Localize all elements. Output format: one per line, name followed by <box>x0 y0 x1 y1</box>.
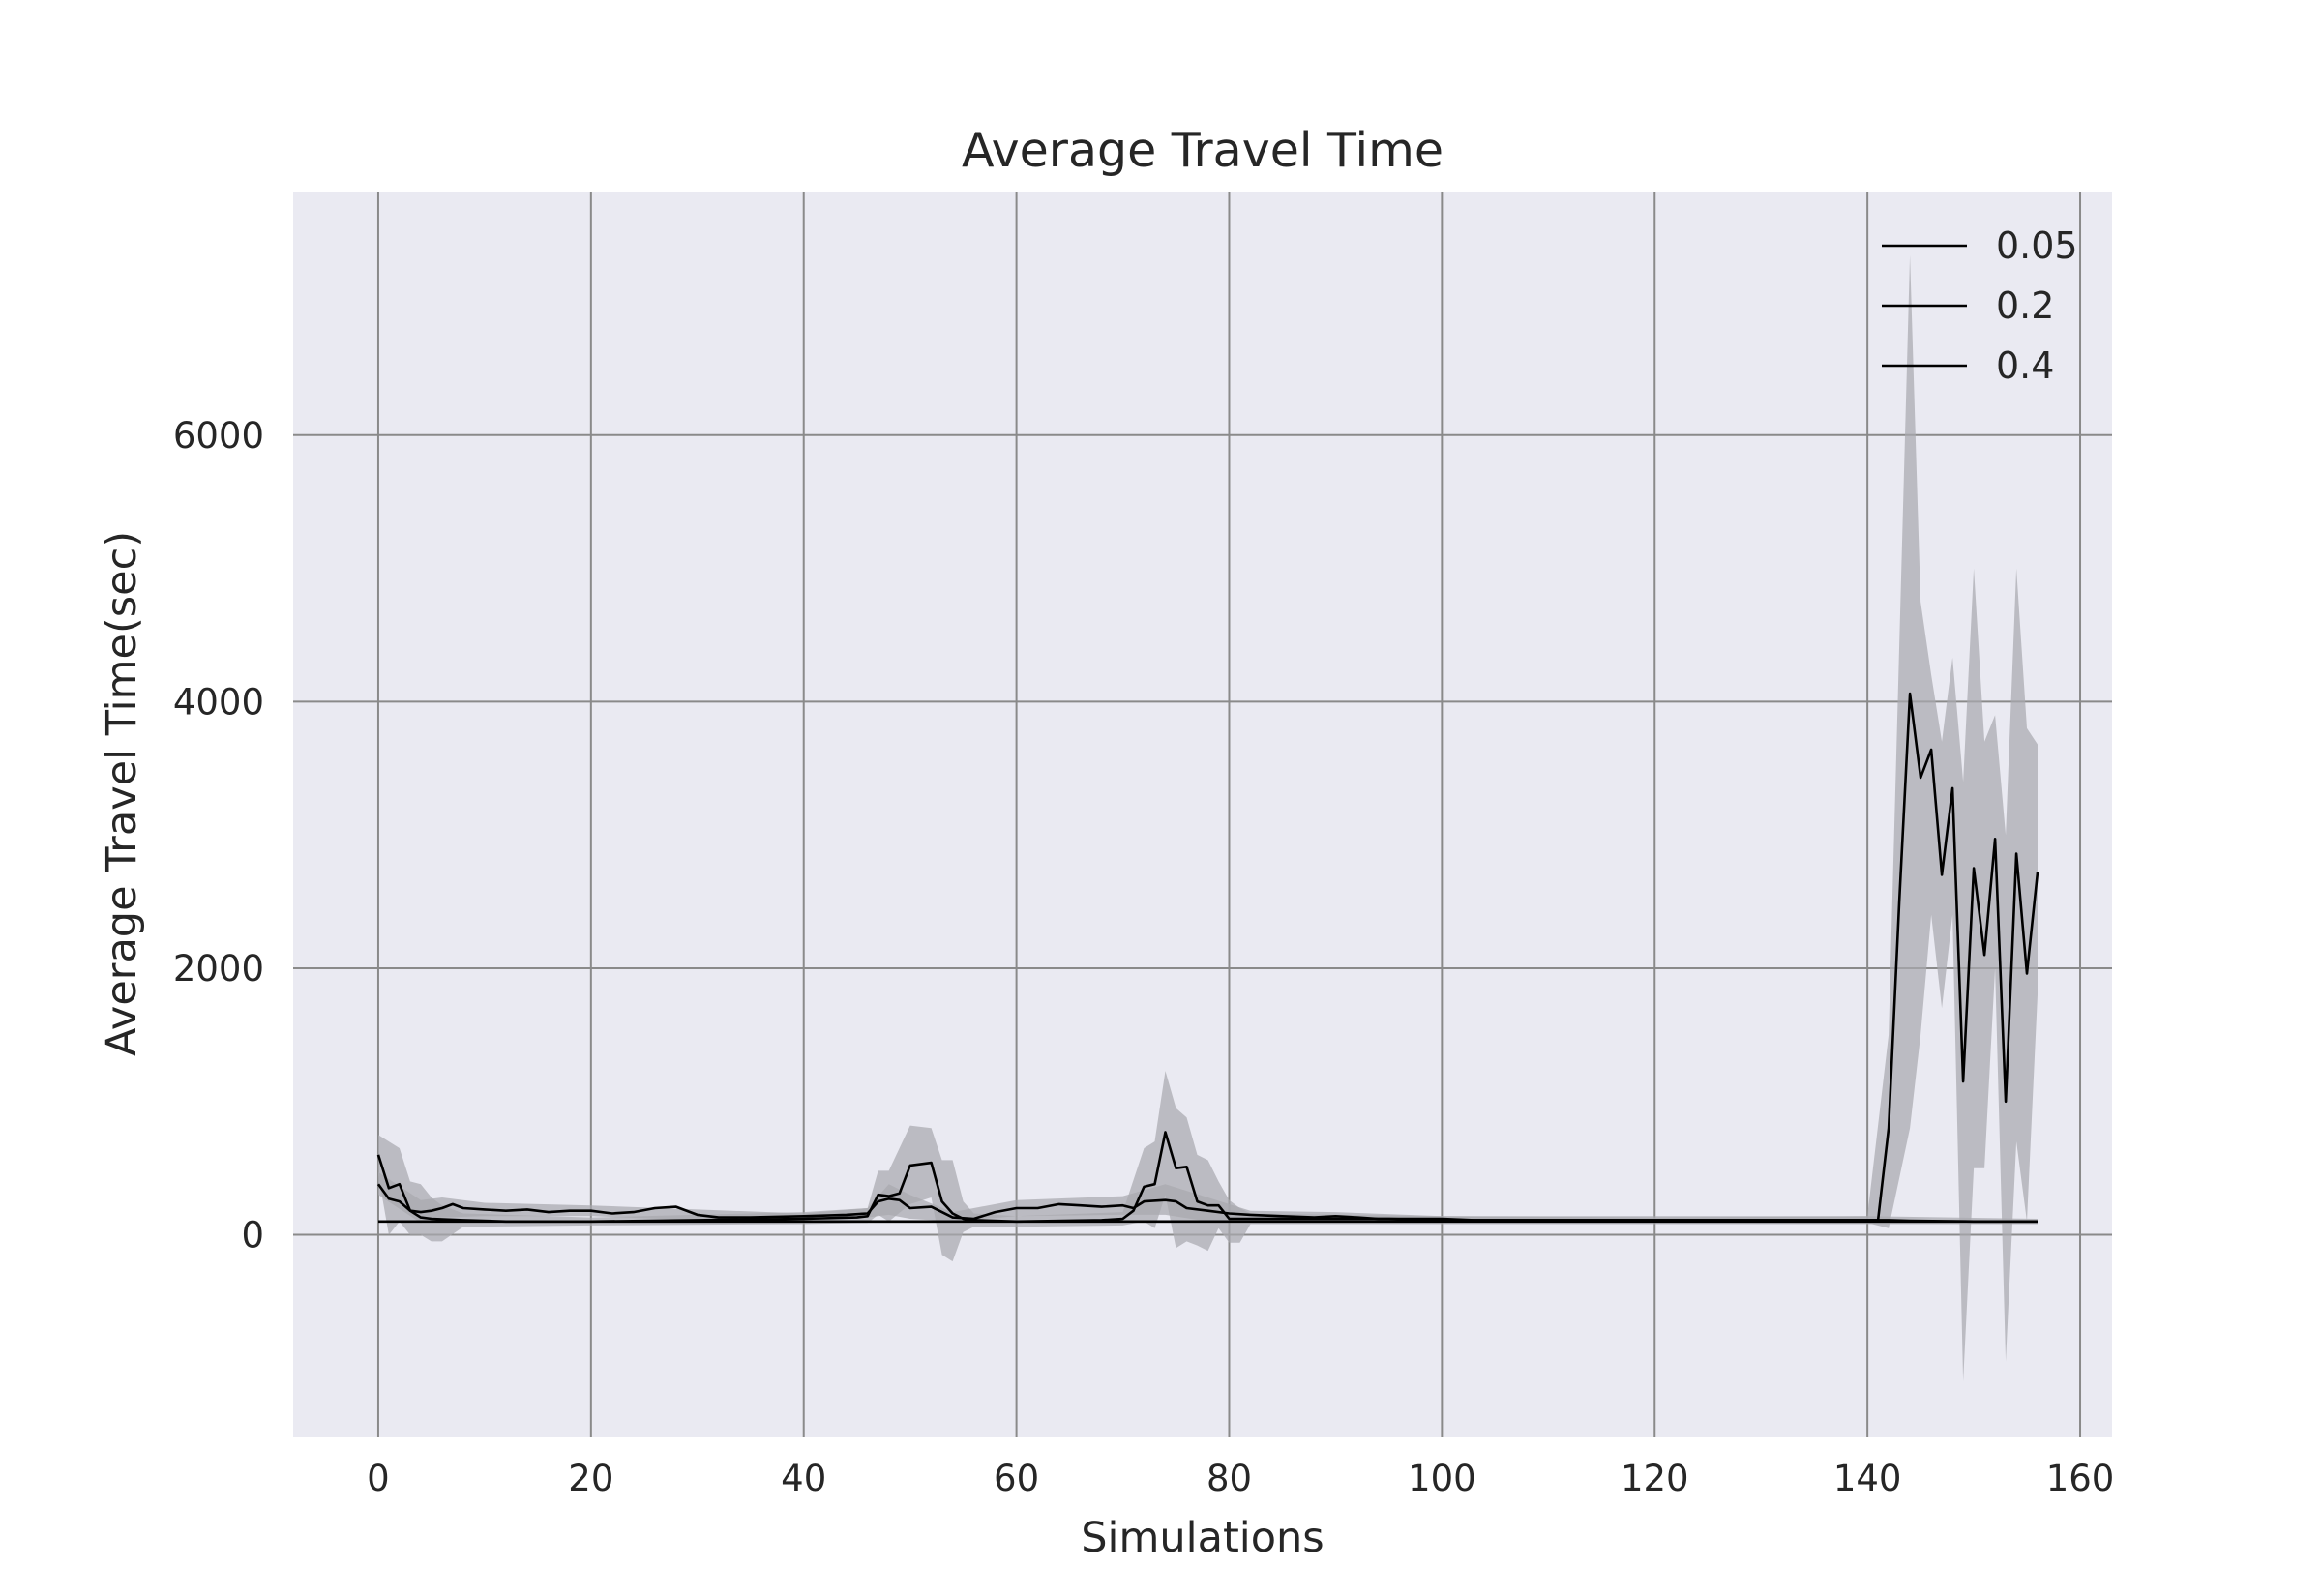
x-tick-label: 20 <box>568 1458 613 1499</box>
y-tick-label: 0 <box>241 1215 264 1256</box>
x-tick-label: 0 <box>367 1458 390 1499</box>
series-band-0.4 <box>378 1071 2038 1262</box>
x-tick-label: 80 <box>1206 1458 1252 1499</box>
legend-label-0.05: 0.05 <box>1996 224 2078 267</box>
series-line-0.4 <box>376 1131 2038 1224</box>
x-tick-label: 100 <box>1408 1458 1476 1499</box>
x-tick-label: 160 <box>2046 1458 2115 1499</box>
y-tick-label: 4000 <box>173 681 264 723</box>
series-line-0.2 <box>376 692 2039 1222</box>
y-tick-label: 6000 <box>173 415 264 457</box>
x-tick-label: 120 <box>1621 1458 1689 1499</box>
legend-label-0.4: 0.4 <box>1996 344 2054 387</box>
legend-label-0.2: 0.2 <box>1996 284 2054 327</box>
x-tick-label: 60 <box>994 1458 1039 1499</box>
legend: 0.05 0.2 0.4 <box>1882 224 2078 387</box>
x-axis-label: Simulations <box>1081 1514 1324 1562</box>
chart-title: Average Travel Time <box>962 123 1444 178</box>
series-lines <box>376 692 2039 1224</box>
plot-area <box>293 192 2112 1437</box>
y-axis-ticks: 0 2000 4000 6000 <box>173 415 264 1256</box>
x-tick-label: 40 <box>781 1458 826 1499</box>
x-axis-ticks: 0 20 40 60 80 100 120 140 160 <box>367 1458 2114 1499</box>
y-axis-label: Average Travel Time(sec) <box>98 531 146 1056</box>
y-tick-label: 2000 <box>173 948 264 990</box>
grid <box>293 192 2112 1437</box>
x-tick-label: 140 <box>1833 1458 1902 1499</box>
